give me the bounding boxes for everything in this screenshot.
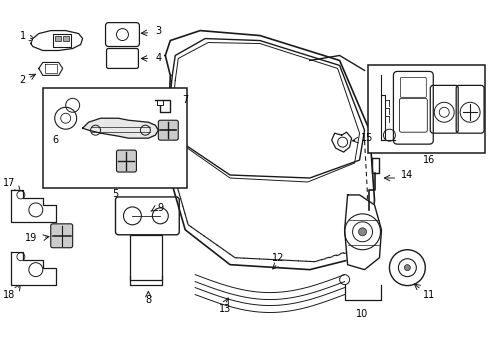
Text: 4: 4 <box>155 54 161 63</box>
Text: 12: 12 <box>271 253 284 263</box>
Circle shape <box>359 228 367 236</box>
Polygon shape <box>11 190 56 222</box>
Text: 10: 10 <box>356 310 368 319</box>
FancyBboxPatch shape <box>117 150 136 172</box>
Text: 14: 14 <box>401 170 414 180</box>
Text: 5: 5 <box>112 189 119 199</box>
Polygon shape <box>31 31 83 50</box>
Text: 15: 15 <box>361 133 374 143</box>
Text: 2: 2 <box>20 75 26 85</box>
Text: 19: 19 <box>24 233 37 243</box>
Text: 8: 8 <box>146 294 151 305</box>
Text: 7: 7 <box>182 95 188 105</box>
Polygon shape <box>39 62 63 75</box>
Bar <box>130 235 162 280</box>
Bar <box>53 33 71 46</box>
Polygon shape <box>344 195 382 270</box>
Polygon shape <box>83 118 158 138</box>
Text: 13: 13 <box>219 305 231 315</box>
Text: 11: 11 <box>423 289 436 300</box>
Circle shape <box>404 265 410 271</box>
Bar <box>368 66 485 153</box>
Bar <box>43 88 187 188</box>
FancyBboxPatch shape <box>51 224 73 248</box>
Text: 3: 3 <box>155 26 161 36</box>
Polygon shape <box>11 252 56 285</box>
Text: 6: 6 <box>52 135 59 145</box>
Text: 18: 18 <box>3 289 15 300</box>
Bar <box>55 36 61 41</box>
Text: 16: 16 <box>423 155 436 165</box>
Text: 9: 9 <box>157 203 163 213</box>
FancyBboxPatch shape <box>158 120 178 140</box>
Text: 17: 17 <box>3 178 15 188</box>
Bar <box>63 36 69 41</box>
Text: 1: 1 <box>20 31 26 41</box>
